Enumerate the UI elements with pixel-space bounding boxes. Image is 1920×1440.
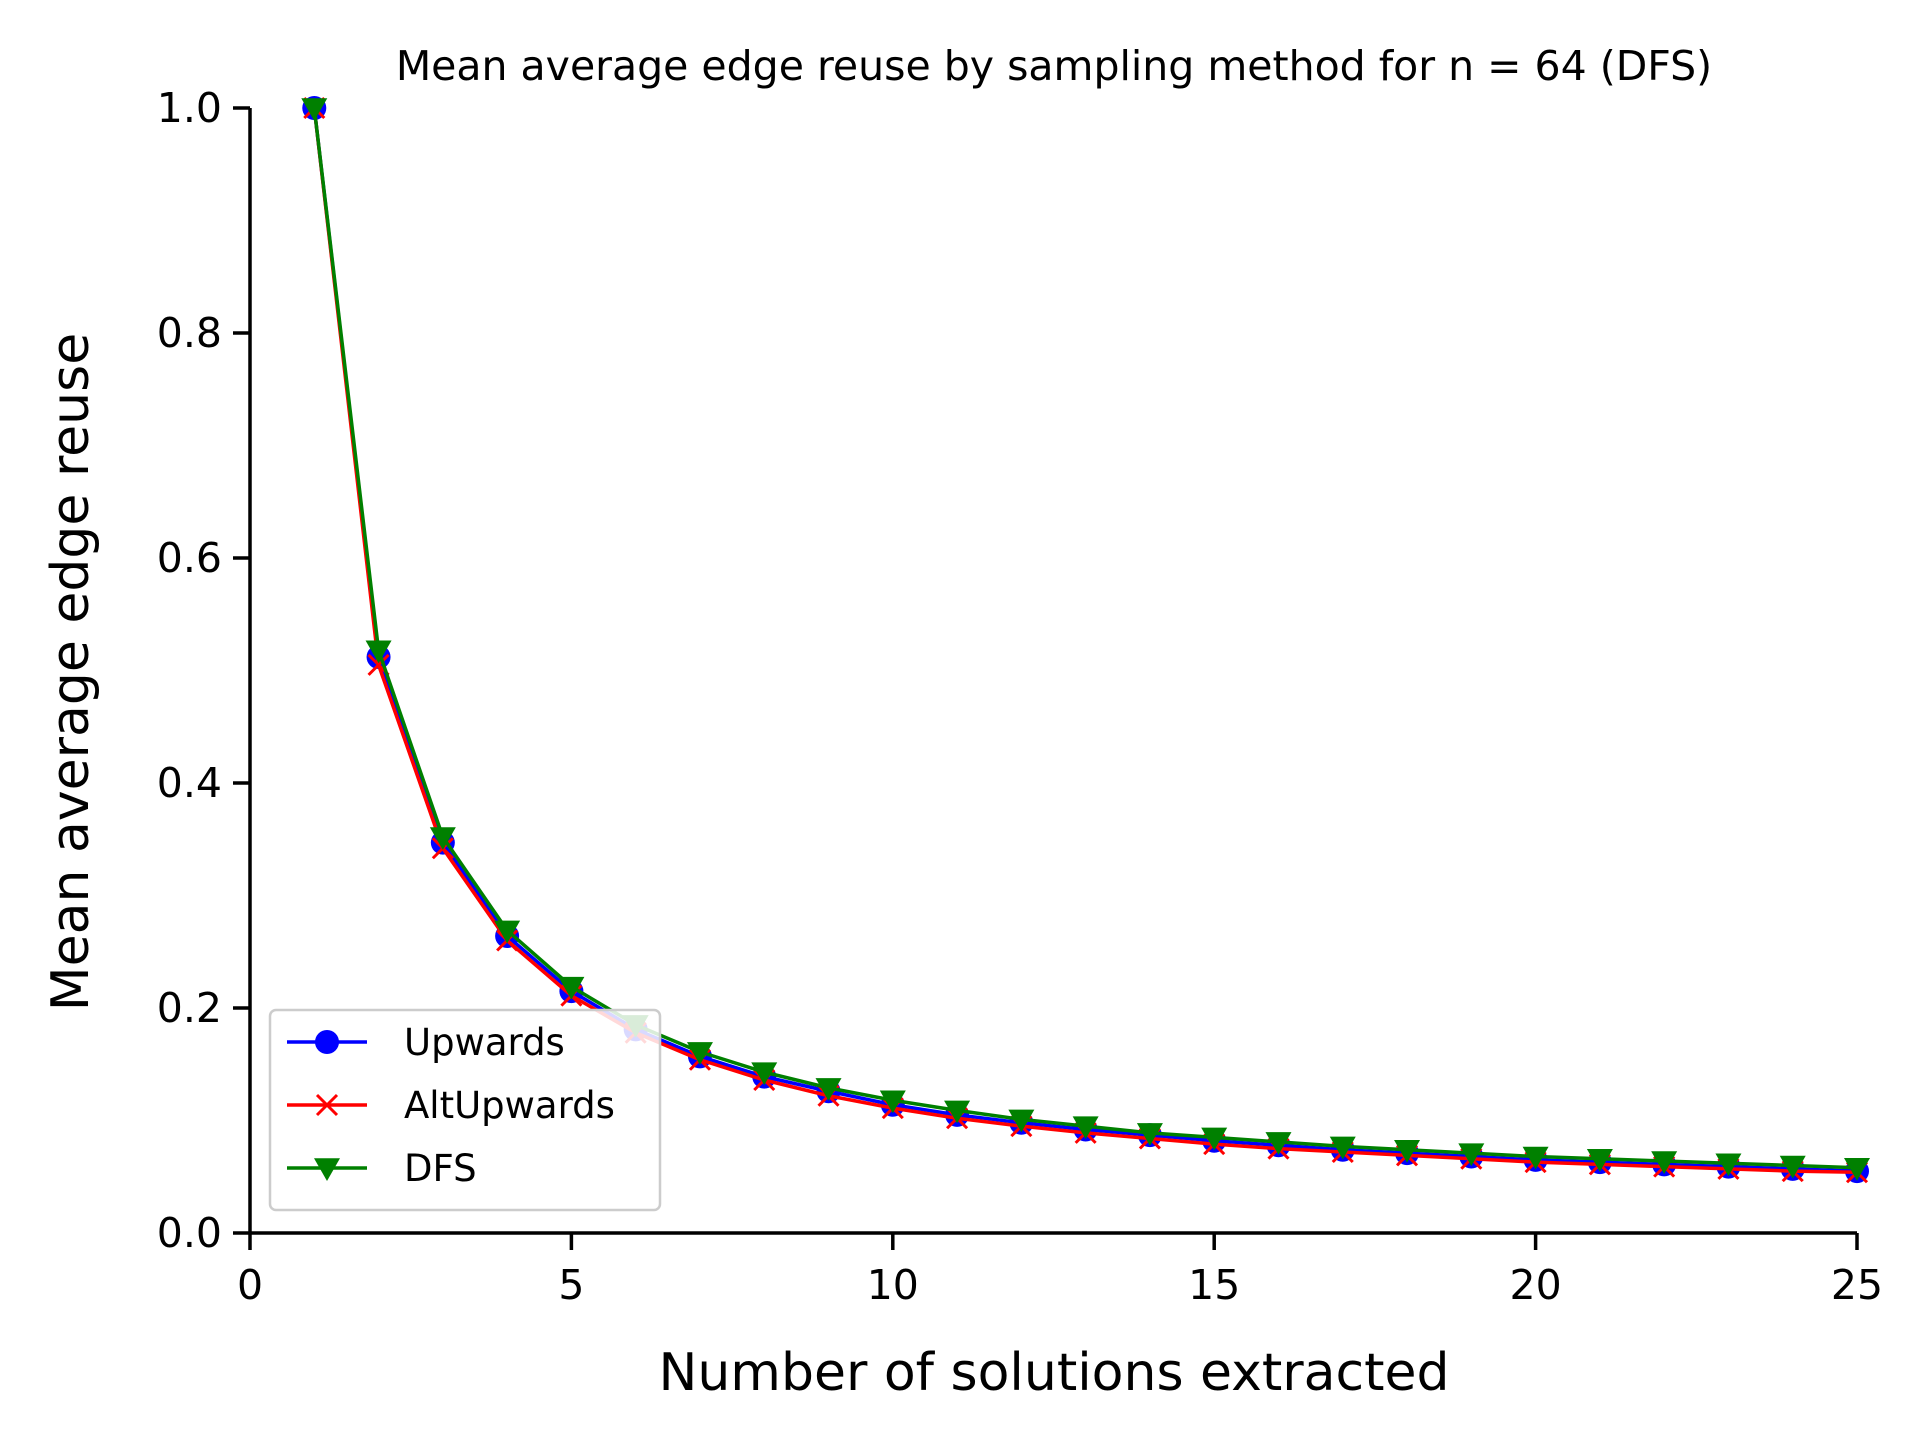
data-point-dfs — [1329, 1136, 1356, 1160]
plot-area — [301, 96, 1870, 1184]
x-tick-label: 5 — [558, 1261, 584, 1309]
y-tick-label: 1.0 — [157, 84, 222, 132]
data-point-dfs — [1779, 1155, 1806, 1179]
data-point-dfs — [944, 1100, 971, 1124]
legend-marker-upwards — [315, 1030, 339, 1054]
data-point-dfs — [879, 1090, 906, 1114]
x-tick-label: 20 — [1510, 1261, 1562, 1309]
data-point-dfs — [1458, 1143, 1485, 1167]
data-point-dfs — [1072, 1116, 1099, 1140]
legend: Upwards AltUpwards DFS — [268, 1008, 662, 1212]
legend-item-altupwards: AltUpwards — [287, 1084, 615, 1127]
data-point-dfs — [1008, 1109, 1035, 1133]
x-tick-label: 0 — [237, 1261, 263, 1309]
x-ticks: 0 5 10 15 20 25 — [237, 1233, 1883, 1309]
chart-title: Mean average edge reuse by sampling meth… — [396, 42, 1712, 90]
y-tick-label: 0.0 — [157, 1209, 222, 1257]
data-point-dfs — [686, 1042, 713, 1065]
data-point-dfs — [1201, 1127, 1228, 1151]
y-axis-label: Mean average edge reuse — [41, 333, 101, 1011]
data-point-dfs — [558, 976, 585, 1000]
legend-marker-altupwards-stroke-b — [315, 1093, 339, 1117]
x-tick-label: 15 — [1188, 1261, 1240, 1309]
data-point-dfs — [494, 920, 521, 944]
x-tick-label: 10 — [867, 1261, 919, 1309]
data-point-dfs — [1586, 1149, 1613, 1172]
y-tick-label: 0.6 — [157, 534, 222, 582]
data-point-dfs — [1844, 1158, 1870, 1181]
data-point-dfs — [1394, 1140, 1421, 1163]
legend-item-dfs: DFS — [287, 1147, 477, 1190]
data-point-dfs — [1265, 1132, 1292, 1155]
x-axis-label: Number of solutions extracted — [658, 1343, 1449, 1403]
data-point-dfs — [1136, 1123, 1163, 1146]
data-point-dfs — [1715, 1153, 1742, 1177]
data-point-dfs — [429, 827, 456, 850]
y-tick-label: 0.2 — [157, 984, 222, 1032]
y-tick-label: 0.8 — [157, 309, 222, 357]
x-tick-label: 25 — [1831, 1261, 1883, 1309]
data-point-dfs — [365, 640, 392, 664]
legend-label-altupwards: AltUpwards — [404, 1084, 615, 1127]
legend-item-upwards: Upwards — [287, 1021, 565, 1064]
legend-frame — [268, 1008, 662, 1212]
series-dfs — [301, 98, 1870, 1181]
data-point-dfs — [301, 98, 328, 121]
data-point-dfs — [1651, 1151, 1678, 1174]
data-point-dfs — [751, 1062, 778, 1086]
y-ticks: 0.0 0.2 0.4 0.6 0.8 1.0 — [157, 84, 250, 1257]
legend-marker-dfs — [314, 1158, 340, 1181]
legend-label-dfs: DFS — [404, 1147, 477, 1190]
data-point-dfs — [815, 1078, 842, 1101]
legend-label-upwards: Upwards — [404, 1021, 565, 1064]
y-tick-label: 0.4 — [157, 759, 222, 807]
data-point-altupwards-stroke-b — [367, 653, 390, 676]
data-point-dfs — [1522, 1146, 1549, 1170]
legend-marker-altupwards — [315, 1093, 339, 1117]
